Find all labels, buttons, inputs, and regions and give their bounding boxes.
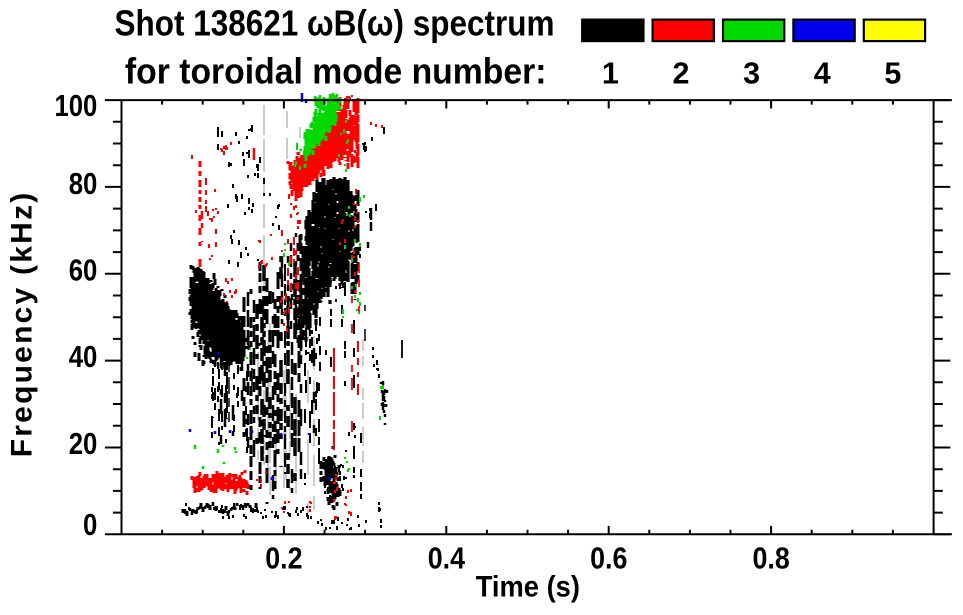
svg-text:0.6: 0.6 bbox=[590, 541, 627, 575]
svg-text:Shot 138621 ωB(ω) spectrum: Shot 138621 ωB(ω) spectrum bbox=[115, 2, 555, 43]
svg-text:5: 5 bbox=[884, 57, 901, 91]
svg-text:Time (s): Time (s) bbox=[476, 571, 580, 604]
svg-text:0.4: 0.4 bbox=[428, 541, 465, 575]
svg-text:40: 40 bbox=[69, 340, 98, 374]
svg-text:20: 20 bbox=[69, 427, 98, 461]
svg-text:80: 80 bbox=[69, 167, 98, 201]
svg-text:100: 100 bbox=[55, 89, 98, 123]
svg-text:Frequency (kHz): Frequency (kHz) bbox=[5, 193, 38, 458]
svg-text:4: 4 bbox=[814, 57, 831, 91]
svg-text:0.2: 0.2 bbox=[265, 541, 302, 575]
svg-text:2: 2 bbox=[673, 57, 690, 91]
svg-text:0: 0 bbox=[83, 508, 97, 542]
svg-text:0.8: 0.8 bbox=[753, 541, 790, 575]
svg-text:3: 3 bbox=[743, 57, 760, 91]
svg-text:for toroidal mode number:: for toroidal mode number: bbox=[125, 51, 547, 92]
svg-text:1: 1 bbox=[602, 57, 619, 91]
svg-text:60: 60 bbox=[69, 254, 98, 288]
